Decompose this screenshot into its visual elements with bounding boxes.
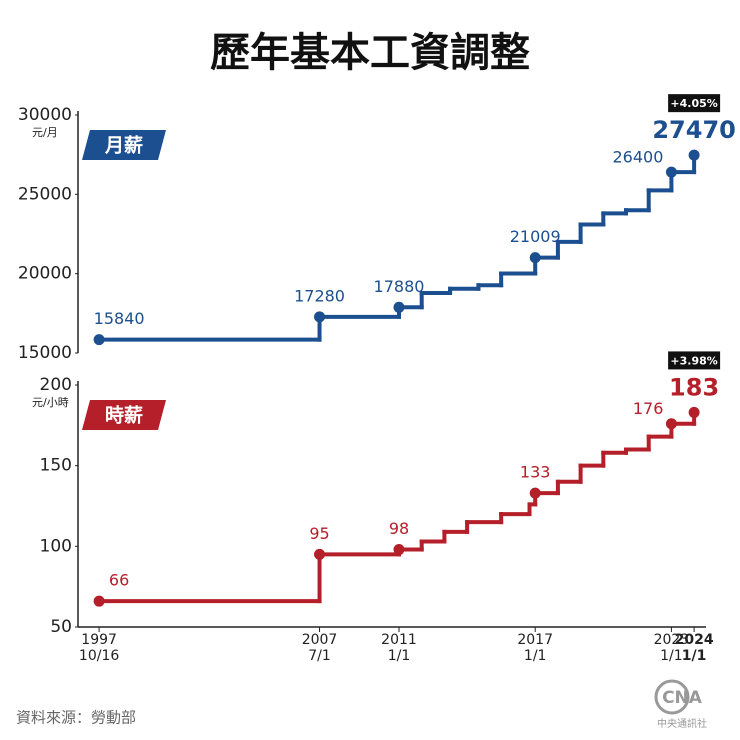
change-badge xyxy=(668,94,721,113)
value-label: 15840 xyxy=(94,309,145,328)
credit: 中央通訊社 xyxy=(657,717,707,730)
y-tick-label: 15000 xyxy=(18,343,72,363)
point xyxy=(93,334,105,346)
y-tick-label: 20000 xyxy=(18,264,72,284)
change-label: +3.98% xyxy=(670,354,717,367)
change-badge xyxy=(668,351,721,370)
series-badge xyxy=(82,130,166,160)
change-label: +4.05% xyxy=(670,97,717,110)
y-tick-label: 100 xyxy=(40,536,72,556)
x-tick-label: 2023 1/1 xyxy=(653,632,690,664)
point xyxy=(393,301,405,313)
y-tick-label: 30000 xyxy=(18,105,72,125)
value-label: 95 xyxy=(309,524,329,543)
value-label: 21009 xyxy=(510,227,561,246)
point xyxy=(93,595,105,607)
series-badge xyxy=(82,400,166,430)
chart-title: 歷年基本工資調整 xyxy=(210,30,530,76)
point xyxy=(314,311,326,323)
unit-label: 元/小時 xyxy=(32,396,69,409)
point xyxy=(529,252,541,264)
point xyxy=(393,544,405,556)
x-tick-label: 2007 7/1 xyxy=(301,632,338,664)
point xyxy=(665,166,677,178)
point xyxy=(665,418,677,430)
value-label: 17280 xyxy=(294,286,345,305)
value-label: 133 xyxy=(520,463,551,482)
y-tick-label: 150 xyxy=(40,456,72,476)
x-tick-label: 2017 1/1 xyxy=(517,632,553,664)
unit-label: 元/月 xyxy=(32,126,58,139)
x-tick-label: 2024 1/1 xyxy=(674,632,714,664)
logo-ring xyxy=(654,679,690,715)
value-label: 176 xyxy=(633,399,664,418)
logo: CNA xyxy=(662,688,703,708)
x-tick-label: 2011 1/1 xyxy=(381,632,417,664)
value-label: 17880 xyxy=(374,277,425,296)
series-label: 月薪 xyxy=(104,134,143,157)
x-tick-label: 1997 10/16 xyxy=(78,632,120,664)
y-tick-label: 200 xyxy=(40,375,72,395)
point xyxy=(314,548,326,560)
value-label: 27470 xyxy=(652,116,736,144)
point xyxy=(688,406,700,418)
point xyxy=(688,149,700,161)
series-label: 時薪 xyxy=(105,404,143,427)
y-tick-label: 25000 xyxy=(18,184,72,204)
point xyxy=(529,487,541,499)
value-label: 98 xyxy=(389,519,409,538)
y-tick-label: 50 xyxy=(50,617,72,637)
value-label: 26400 xyxy=(613,148,664,167)
source: 資料來源：勞動部 xyxy=(16,709,136,727)
value-label: 66 xyxy=(109,571,129,590)
value-label: 183 xyxy=(669,373,719,401)
